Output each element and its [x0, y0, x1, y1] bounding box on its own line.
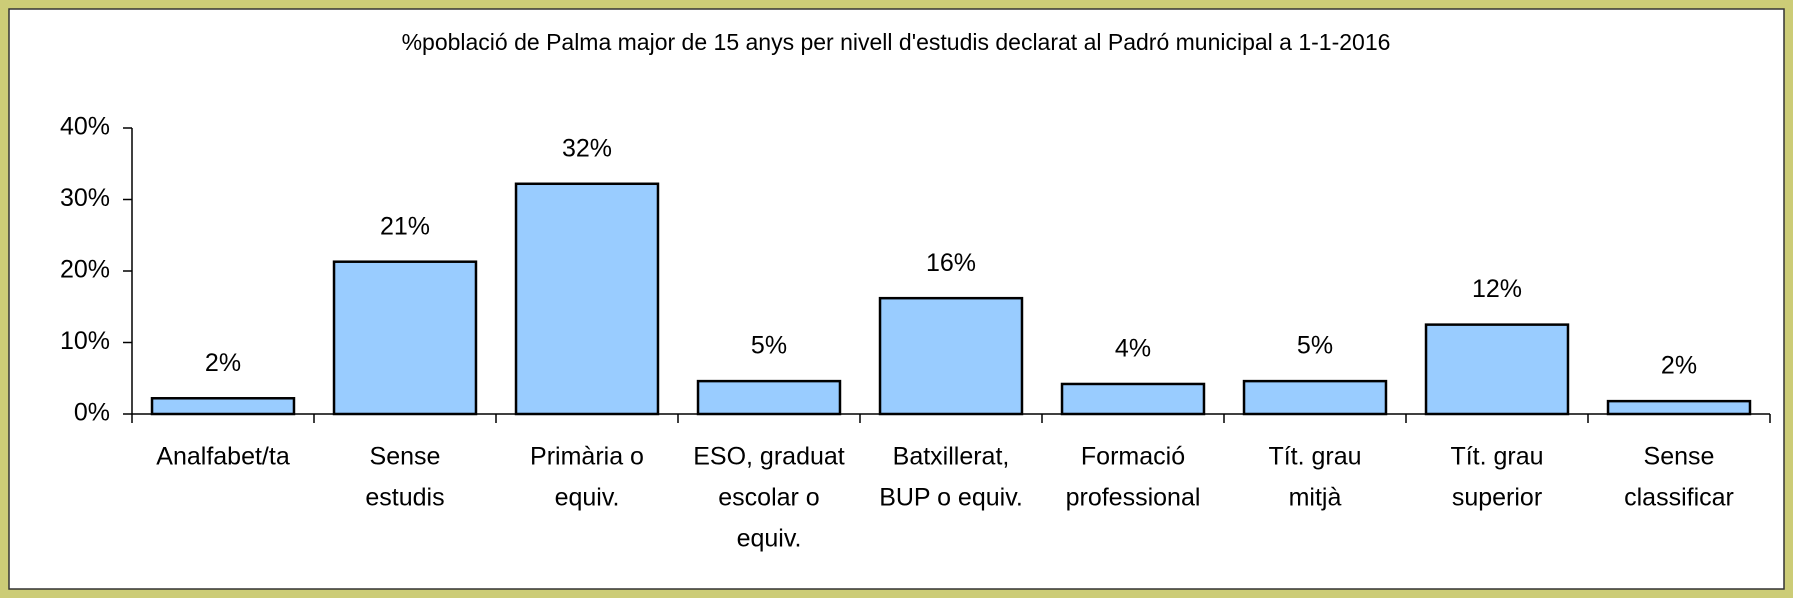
y-tick-label: 40% [60, 113, 110, 141]
x-tick-label: estudis [365, 484, 444, 512]
y-tick-label: 20% [60, 256, 110, 284]
x-tick-label: ESO, graduat [693, 443, 845, 471]
data-label: 2% [205, 349, 241, 377]
data-label: 32% [562, 134, 612, 162]
data-label: 12% [1472, 275, 1522, 303]
x-tick-label: Formació [1081, 443, 1185, 471]
bar [514, 182, 660, 416]
data-label: 5% [1297, 332, 1333, 360]
x-tick-label: equiv. [555, 484, 620, 512]
bar [332, 260, 478, 416]
x-tick-label: Tít. grau [1268, 443, 1361, 471]
y-tick-label: 0% [74, 399, 110, 427]
data-label: 16% [926, 249, 976, 277]
x-tick-label: escolar o [718, 484, 819, 512]
bar [1060, 382, 1206, 416]
bar [878, 296, 1024, 416]
data-label: 21% [380, 212, 430, 240]
data-label: 4% [1115, 335, 1151, 363]
chart-title: %població de Palma major de 15 anys per … [402, 29, 1391, 55]
bar [1424, 323, 1570, 416]
x-tick-label: BUP o equiv. [879, 484, 1023, 512]
x-tick-label: Batxillerat, [893, 443, 1010, 471]
x-tick-label: professional [1066, 484, 1201, 512]
x-tick-label: classificar [1624, 484, 1734, 512]
x-tick-label: Sense [1644, 443, 1715, 471]
data-label: 2% [1661, 352, 1697, 380]
bar [1606, 399, 1752, 416]
data-label: 5% [751, 332, 787, 360]
x-tick-label: equiv. [737, 525, 802, 553]
x-tick-label: Analfabet/ta [156, 443, 290, 471]
y-tick-label: 30% [60, 184, 110, 212]
y-tick-label: 10% [60, 327, 110, 355]
x-tick-label: superior [1452, 484, 1542, 512]
x-tick-label: Primària o [530, 443, 644, 471]
x-tick-label: Sense [370, 443, 441, 471]
bar [696, 379, 842, 416]
x-tick-label: mitjà [1289, 484, 1342, 512]
bar [1242, 379, 1388, 416]
x-tick-label: Tít. grau [1450, 443, 1543, 471]
bar [150, 397, 296, 416]
